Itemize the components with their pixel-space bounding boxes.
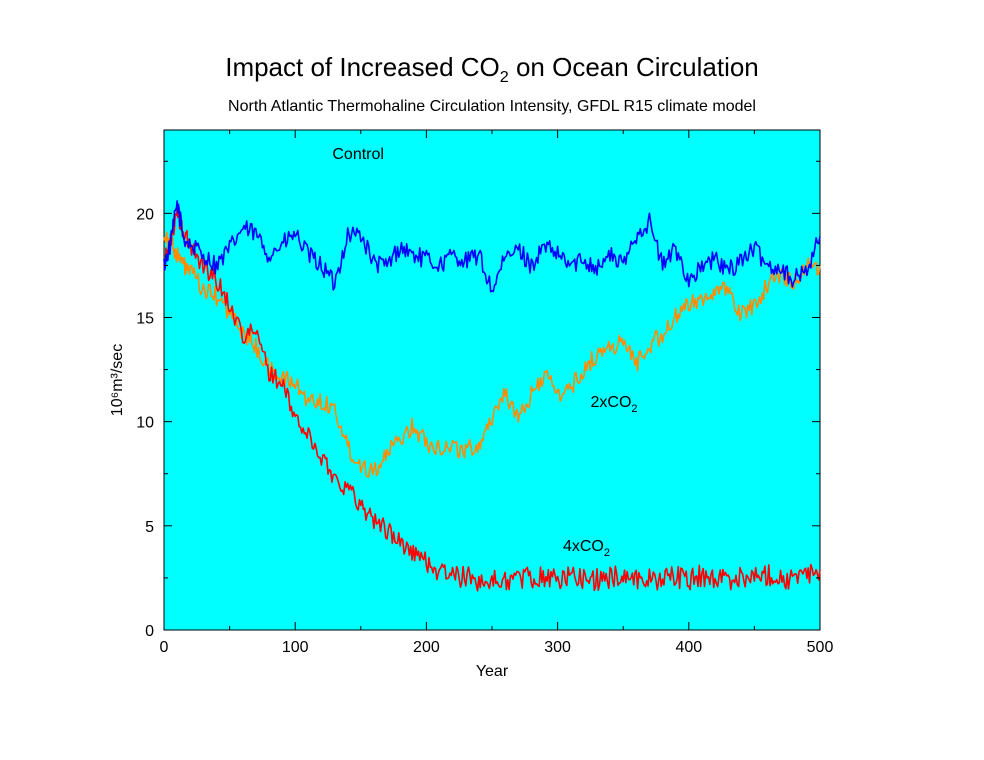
x-tick-label: 400 — [675, 639, 702, 656]
series-line-2xco2 — [163, 231, 821, 478]
plot-area — [163, 129, 821, 631]
y-axis-label: 10⁶m³/sec — [109, 344, 126, 416]
y-tick-label: 15 — [136, 311, 154, 328]
chart-subtitle: North Atlantic Thermohaline Circulation … — [228, 98, 756, 115]
series-line-4xco2 — [163, 208, 821, 592]
axes-layer: 0 100 200 300 400 500 0 5 10 15 20 Control 2xCO2 4xCO… — [136, 130, 833, 656]
chart-title: Impact of Increased CO2 on Ocean Circula… — [225, 52, 759, 87]
y-tick-label: 0 — [145, 623, 154, 640]
x-tick-label: 500 — [807, 639, 834, 656]
y-tick-label: 10 — [136, 415, 154, 432]
series-label-4xco2: 4xCO2 — [563, 538, 610, 559]
series-line-control — [163, 200, 821, 293]
x-axis-label: Year — [476, 663, 509, 680]
series-label-control: Control — [332, 146, 384, 163]
y-tick-label: 20 — [136, 206, 154, 223]
series-label-2xco2: 2xCO2 — [591, 394, 638, 415]
x-tick-label: 200 — [413, 639, 440, 656]
x-tick-label: 0 — [160, 639, 169, 656]
x-tick-label: 300 — [544, 639, 571, 656]
series-layer — [163, 200, 821, 592]
y-tick-label: 5 — [145, 519, 154, 536]
x-tick-label: 100 — [282, 639, 309, 656]
